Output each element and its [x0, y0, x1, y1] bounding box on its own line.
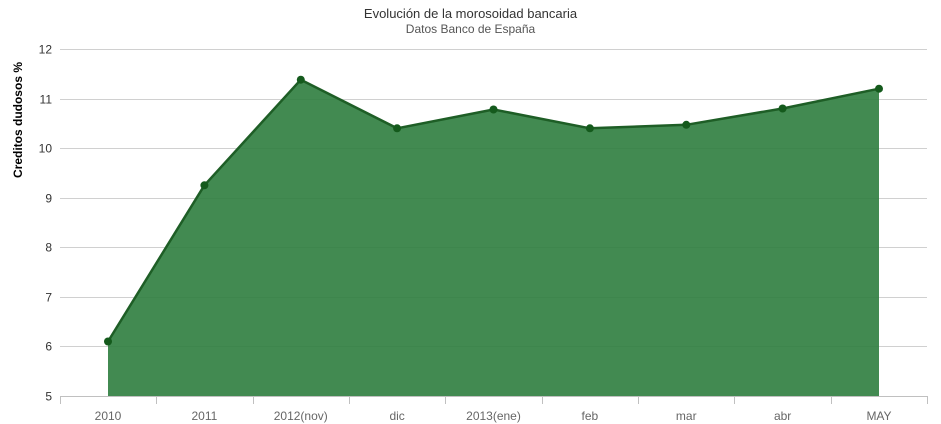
x-tick-label: abr: [774, 409, 791, 423]
data-point: [585, 124, 594, 133]
y-tick-label: 5: [45, 390, 52, 404]
y-tick-label: 8: [45, 241, 52, 255]
x-tick-label: dic: [389, 409, 404, 423]
x-tick-label: feb: [582, 409, 599, 423]
x-tick-label: MAY: [866, 409, 891, 423]
y-tick-label: 10: [39, 142, 53, 156]
x-tick-labels: 2010 2011 2012(nov) dic 2013(ene) feb mar abr MA…: [95, 409, 892, 423]
y-tick-labels: 5 6 7 8 9 10 11 12: [39, 43, 53, 404]
data-point: [778, 104, 787, 113]
data-point: [296, 75, 305, 84]
x-tick-label: 2011: [191, 409, 217, 423]
data-point: [489, 105, 498, 114]
data-point: [200, 181, 209, 190]
x-tick-label: mar: [676, 409, 697, 423]
y-tick-label: 11: [40, 93, 53, 107]
y-tick-label: 6: [45, 340, 52, 354]
y-tick-label: 9: [45, 192, 52, 206]
data-point: [875, 84, 883, 93]
data-point: [682, 120, 691, 129]
data-point: [393, 124, 402, 133]
y-tick-label: 7: [45, 291, 52, 305]
x-axis: [60, 396, 928, 404]
x-tick-label: 2013(ene): [466, 409, 521, 423]
area-fill: [108, 79, 879, 396]
series-markers: [104, 75, 883, 346]
series-area: [106, 78, 880, 396]
chart-title: Evolución de la morosoidad bancaria: [363, 6, 578, 21]
y-tick-label: 12: [39, 43, 53, 57]
x-tick-label: 2012(nov): [274, 409, 328, 423]
x-tick-label: 2010: [95, 409, 122, 423]
data-point: [104, 337, 112, 346]
chart-subtitle: Datos Banco de España: [405, 22, 536, 36]
